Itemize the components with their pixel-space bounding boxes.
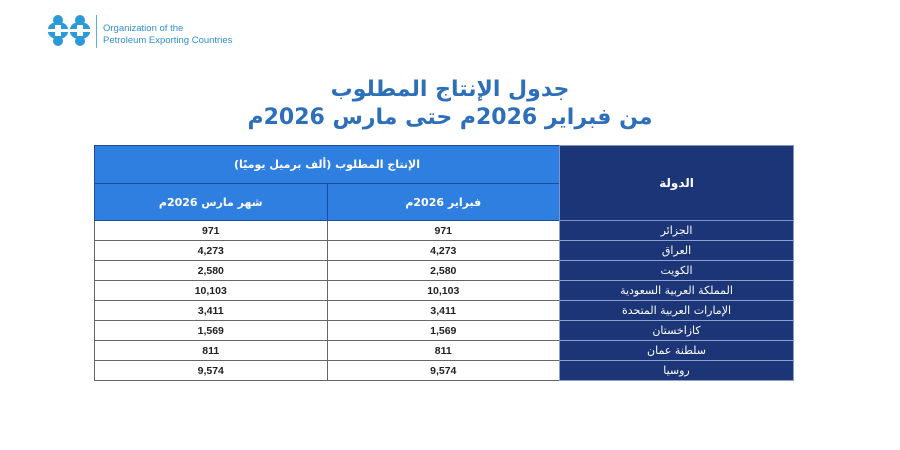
february-value: 4,273: [326, 240, 560, 261]
march-value: 4,273: [94, 240, 328, 261]
february-value: 9,574: [326, 360, 560, 381]
table-row: روسيا 9,574 9,574: [94, 360, 794, 381]
production-group-header: الإنتاج المطلوب (ألف برميل يوميًا): [94, 145, 560, 184]
organization-name: Organization of the Petroleum Exporting …: [103, 23, 232, 47]
march-value: 971: [94, 220, 328, 241]
country-cell: العراق: [559, 240, 794, 261]
table-row: المملكة العربية السعودية 10,103 10,103: [94, 280, 794, 301]
march-value: 1,569: [94, 320, 328, 341]
february-column-header: فبراير 2026م: [326, 183, 560, 221]
february-value: 10,103: [326, 280, 560, 301]
march-value: 9,574: [94, 360, 328, 381]
march-value: 3,411: [94, 300, 328, 321]
march-value: 811: [94, 340, 328, 361]
production-table: الدولة الإنتاج المطلوب (ألف برميل يوميًا…: [94, 145, 794, 381]
country-cell: روسيا: [559, 360, 794, 381]
title-line2: من فبراير 2026م حتى مارس 2026م: [247, 105, 653, 130]
opec-logo-icon: [47, 14, 91, 48]
country-cell: سلطنة عمان: [559, 340, 794, 361]
country-cell: الجزائر: [559, 220, 794, 241]
org-name-line2: Petroleum Exporting Countries: [103, 35, 233, 46]
country-cell: الكويت: [559, 260, 794, 281]
february-value: 811: [326, 340, 560, 361]
march-value: 10,103: [94, 280, 328, 301]
february-value: 3,411: [326, 300, 560, 321]
table-row: الكويت 2,580 2,580: [94, 260, 794, 281]
march-value: 2,580: [94, 260, 328, 281]
title-line1: جدول الإنتاج المطلوب: [330, 77, 570, 102]
table-row: العراق 4,273 4,273: [94, 240, 794, 261]
february-value: 1,569: [326, 320, 560, 341]
table-row: سلطنة عمان 811 811: [94, 340, 794, 361]
table-row: كازاخستان 1,569 1,569: [94, 320, 794, 341]
february-value: 2,580: [326, 260, 560, 281]
table-row: الإمارات العربية المتحدة 3,411 3,411: [94, 300, 794, 321]
march-column-header: شهر مارس 2026م: [94, 183, 328, 221]
february-value: 971: [326, 220, 560, 241]
logo-divider: [96, 15, 97, 48]
country-cell: كازاخستان: [559, 320, 794, 341]
country-cell: المملكة العربية السعودية: [559, 280, 794, 301]
org-name-line1: Organization of the: [103, 23, 184, 34]
country-cell: الإمارات العربية المتحدة: [559, 300, 794, 321]
country-column-header: الدولة: [559, 145, 794, 221]
table-row: الجزائر 971 971: [94, 220, 794, 241]
page-title: جدول الإنتاج المطلوب من فبراير 2026م حتى…: [0, 76, 900, 132]
